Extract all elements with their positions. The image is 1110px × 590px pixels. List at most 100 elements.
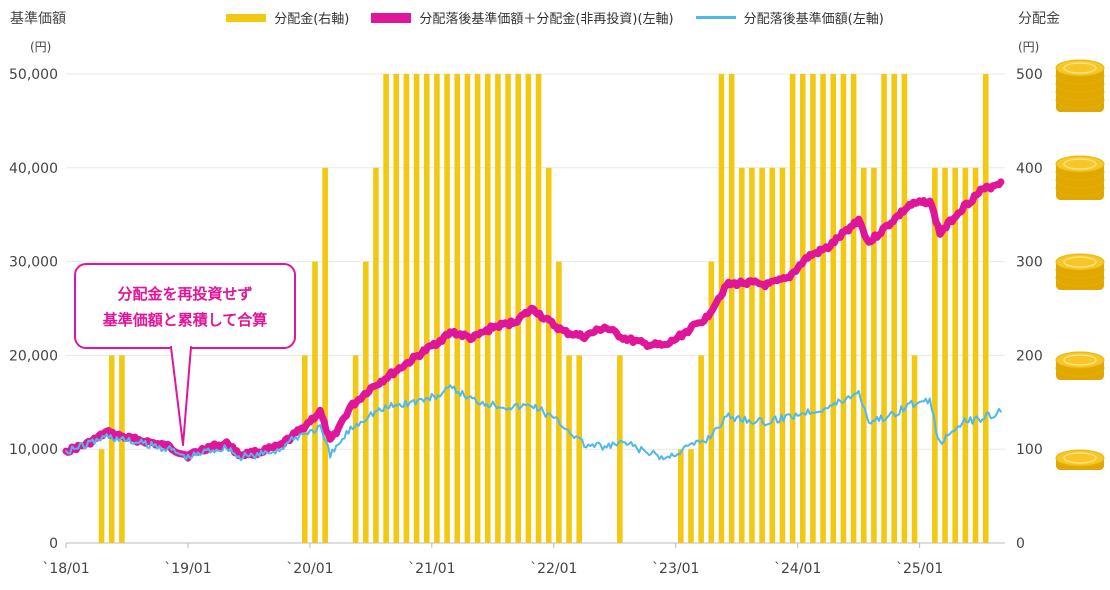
y-left-tick-label: 20,000 (9, 348, 58, 364)
legend-swatch-total (371, 12, 412, 23)
x-tick-label: `18/01 (42, 561, 89, 577)
distribution-bar (474, 74, 481, 543)
coin-stack-300-icon (1055, 253, 1105, 290)
distribution-bar (556, 261, 562, 543)
distribution-bar (840, 74, 847, 543)
distribution-bar (322, 167, 328, 544)
x-tick-label: `25/01 (896, 561, 943, 577)
distribution-bar (383, 74, 389, 543)
distribution-bar (728, 74, 735, 543)
distribution-bar (464, 74, 471, 543)
distribution-bar (434, 74, 440, 543)
distribution-bar (820, 74, 826, 543)
distribution-bar (698, 355, 704, 543)
series-lines (62, 178, 1005, 462)
distribution-bar (952, 167, 958, 544)
distribution-bar (871, 167, 877, 544)
callout-box: 分配金を再投資せず 基準価額と累積して合算 (74, 263, 296, 349)
right-axis-unit: (円) (1018, 40, 1040, 54)
distribution-bar (891, 74, 898, 543)
legend-label-dist: 分配金(右軸) (274, 12, 350, 27)
tick-labels: 0 0 10,000 100 20,000 200 30,000 300 40,000 400 50… (9, 67, 1043, 577)
coin-stack-100-icon (1055, 449, 1105, 470)
y-right-tick-label: 0 (1016, 536, 1025, 552)
y-right-tick-label: 400 (1016, 161, 1043, 177)
y-right-tick-label: 100 (1016, 442, 1043, 458)
x-tick-label: `24/01 (774, 561, 821, 577)
distribution-bar (393, 74, 400, 543)
distribution-bar (708, 261, 715, 543)
distribution-bar (769, 167, 776, 544)
total-series-line (62, 178, 1005, 462)
y-right-tick-label: 300 (1016, 255, 1043, 271)
distribution-bar (962, 167, 969, 544)
distribution-bar (972, 167, 979, 544)
y-right-tick-label: 500 (1016, 67, 1043, 83)
distribution-bar (942, 167, 948, 544)
distribution-bar (423, 74, 430, 543)
distribution-bar (779, 167, 786, 544)
distribution-bar (373, 167, 379, 544)
distribution-bar (505, 74, 511, 543)
coin-rim (1063, 62, 1097, 74)
y-right-tick-label: 200 (1016, 348, 1043, 364)
y-left-tick-label: 40,000 (9, 161, 58, 177)
distribution-bar (576, 355, 582, 543)
coin-rim (1063, 354, 1097, 366)
distribution-bar (718, 74, 725, 543)
nav-series-line (65, 384, 1002, 462)
legend-item-nav: 分配落後基準価額(左軸) (695, 8, 884, 27)
distribution-bar (454, 74, 461, 543)
coin-stack-500-icon (1055, 59, 1105, 112)
distribution-bar (789, 74, 796, 543)
distribution-bar (403, 74, 410, 543)
right-axis-title: 分配金 (1018, 11, 1060, 27)
distribution-bar (850, 74, 857, 543)
distribution-bar (749, 167, 755, 544)
legend-item-total: 分配落後基準価額＋分配金(非再投資)(左軸) (371, 8, 674, 27)
distribution-bar (566, 355, 572, 543)
distribution-bar (810, 74, 816, 543)
x-tick-label: `22/01 (530, 561, 577, 577)
legend-swatch-dist (226, 13, 267, 22)
y-left-tick-label: 30,000 (9, 255, 58, 271)
distribution-bar (799, 74, 806, 543)
distribution-bar (98, 449, 105, 543)
y-left-tick-label: 0 (49, 536, 58, 552)
distribution-bar (739, 167, 745, 544)
distribution-bar (352, 355, 359, 543)
distribution-bar (982, 74, 989, 543)
legend: 分配金(右軸) 分配落後基準価額＋分配金(非再投資)(左軸) 分配落後基準価額(… (0, 8, 1110, 27)
distribution-bar (830, 74, 837, 543)
distribution-bar (901, 74, 908, 543)
distribution-bar (444, 74, 450, 543)
distribution-bar (302, 355, 308, 543)
x-tick-label: `20/01 (286, 561, 333, 577)
coin-rim (1063, 256, 1097, 268)
coin-rim (1063, 452, 1097, 464)
left-axis-unit: (円) (30, 40, 52, 54)
coin-stack-200-icon (1055, 351, 1105, 380)
distribution-bar (911, 355, 918, 543)
distribution-bar (484, 74, 491, 543)
distribution-bar (688, 449, 694, 543)
legend-label-nav: 分配落後基準価額(左軸) (743, 12, 884, 27)
x-tick-label: `21/01 (408, 561, 455, 577)
distribution-bar (545, 167, 552, 544)
legend-item-dist: 分配金(右軸) (226, 8, 349, 27)
distribution-bar (932, 167, 938, 544)
distribution-bar (617, 355, 623, 543)
distribution-bar (860, 167, 867, 544)
distribution-bar (535, 74, 542, 543)
x-tick-label: `23/01 (652, 561, 699, 577)
distribution-bar (678, 449, 684, 543)
distribution-bar (881, 74, 887, 543)
left-axis-title: 基準価額 (10, 11, 66, 27)
legend-swatch-nav (695, 16, 736, 19)
distribution-bar (119, 355, 125, 543)
callout-line-2: 基準価額と累積して合算 (102, 311, 268, 329)
distribution-bar (413, 74, 420, 543)
distribution-bar (495, 74, 501, 543)
distribution-bar (759, 167, 765, 544)
